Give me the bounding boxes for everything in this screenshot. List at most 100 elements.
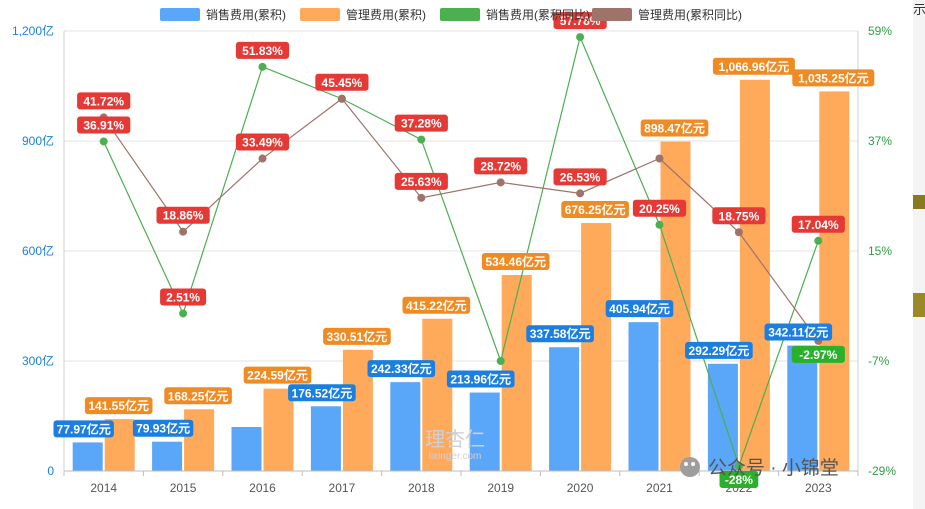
line-data-label-box bbox=[156, 206, 210, 224]
bar-data-label: 79.93亿元 bbox=[132, 419, 194, 437]
bar-data-label-box bbox=[367, 360, 436, 378]
legend-swatch bbox=[440, 8, 480, 21]
bar-data-label-box bbox=[685, 341, 753, 359]
line-data-label-text: 37.28% bbox=[401, 117, 442, 131]
bar-data-label-text: 77.97亿元 bbox=[57, 421, 111, 436]
series-point bbox=[496, 357, 505, 365]
bar-data-label-text: 1,066.96亿元 bbox=[719, 59, 790, 74]
bar-data-label-text: 415.22亿元 bbox=[406, 298, 467, 313]
x-axis-tick-label: 2014 bbox=[90, 481, 117, 495]
line-data-label-text: -2.97% bbox=[799, 348, 837, 362]
bar-data-label: 330.51亿元 bbox=[323, 327, 391, 345]
line-data-label: 28.72% bbox=[474, 157, 528, 175]
x-axis-tick-label: 2015 bbox=[170, 481, 197, 495]
line-data-label-text: 18.75% bbox=[719, 209, 760, 223]
bars bbox=[72, 79, 850, 472]
bar-data-label: 213.96亿元 bbox=[446, 370, 515, 388]
bar-data-label: 242.33亿元 bbox=[367, 360, 436, 378]
left-axis-tick-label: 0 bbox=[47, 464, 54, 478]
series-point bbox=[258, 62, 267, 71]
bar-data-label: 1,066.96亿元 bbox=[712, 57, 795, 75]
bar-data-label: 342.11亿元 bbox=[764, 323, 833, 341]
series-point bbox=[734, 228, 743, 237]
left-axis-tick-label: 600亿 bbox=[22, 243, 54, 258]
legend-item[interactable]: 销售费用(累积同比) bbox=[440, 7, 590, 22]
line-data-label-box bbox=[235, 41, 290, 59]
bar-data-label-box bbox=[764, 323, 833, 341]
bar-data-label-box bbox=[288, 384, 356, 402]
legend-item[interactable]: 管理费用(累积) bbox=[300, 7, 426, 22]
right-axis-tick-label: 37% bbox=[868, 134, 892, 148]
x-axis-tick-label: 2017 bbox=[329, 481, 356, 495]
bar bbox=[152, 441, 183, 471]
line-data-label-text: 57.78% bbox=[560, 14, 601, 28]
series-point bbox=[576, 189, 585, 198]
line-data-label-box bbox=[394, 114, 448, 132]
line-data-label-box bbox=[712, 207, 766, 225]
data-labels: 77.97亿元 79.93亿元 176.52亿元 242.33亿元 213.96亿元 33… bbox=[53, 12, 875, 488]
series-point bbox=[258, 154, 267, 163]
bar-data-label-box bbox=[53, 420, 114, 438]
watermark-sub: lixinger.com bbox=[429, 451, 482, 462]
legend[interactable]: 销售费用(累积) 管理费用(累积) 销售费用(累积同比) 管理费用(累积同比) bbox=[160, 7, 742, 22]
line-data-label: -2.97% bbox=[791, 345, 845, 363]
line-data-label: 20.25% bbox=[632, 199, 687, 217]
legend-label: 销售费用(累积) bbox=[206, 7, 286, 22]
line-data-label: -28% bbox=[719, 471, 759, 488]
bar bbox=[390, 382, 421, 471]
left-axis-tick-label: 900亿 bbox=[22, 133, 54, 148]
bar-data-label-box bbox=[561, 201, 629, 219]
line-data-label: 17.04% bbox=[791, 215, 845, 233]
wechat-icon bbox=[680, 457, 700, 477]
watermark-main: 理杏仁 bbox=[425, 428, 485, 451]
line-data-label-text: 36.91% bbox=[83, 118, 124, 132]
bar-data-label-text: 168.25亿元 bbox=[168, 388, 229, 403]
left-axis-tick-label: 1,200亿 bbox=[12, 23, 54, 38]
line-data-label: 37.28% bbox=[394, 114, 448, 132]
line-data-label-box bbox=[791, 345, 845, 363]
series-line bbox=[103, 97, 819, 342]
x-axis-tick-label: 2019 bbox=[487, 481, 514, 495]
series-point bbox=[179, 227, 188, 236]
bar-data-label: 168.25亿元 bbox=[164, 387, 232, 405]
bar-data-label-box bbox=[164, 387, 232, 405]
bar-data-label-text: 342.11亿元 bbox=[768, 325, 828, 340]
bar-data-label: 337.58亿元 bbox=[526, 325, 594, 343]
bar-data-label-text: 213.96亿元 bbox=[450, 372, 511, 387]
legend-swatch bbox=[592, 8, 632, 21]
legend-item[interactable]: 销售费用(累积) bbox=[160, 7, 286, 22]
x-axis-tick-label: 2016 bbox=[249, 481, 276, 495]
bar-data-label-text: 330.51亿元 bbox=[327, 329, 388, 344]
bar bbox=[739, 79, 770, 471]
bar-data-label-box bbox=[640, 119, 709, 137]
right-axis-tick-label: 15% bbox=[868, 244, 892, 258]
line-data-label-box bbox=[553, 168, 607, 186]
bar-data-label-text: 292.29亿元 bbox=[689, 343, 750, 358]
bar-data-label-text: 141.55亿元 bbox=[88, 398, 149, 413]
bar-data-label-box bbox=[605, 300, 674, 318]
bar-data-label-text: 224.59亿元 bbox=[247, 368, 308, 383]
right-axis-tick-label: -7% bbox=[868, 354, 890, 368]
line-data-label: 41.72% bbox=[77, 92, 131, 110]
bar-data-label-text: 676.25亿元 bbox=[565, 202, 626, 217]
bar bbox=[72, 442, 103, 471]
series-point bbox=[179, 309, 188, 318]
line-data-label-box bbox=[632, 199, 687, 217]
series-point bbox=[734, 462, 743, 470]
edge-text: 示例 bbox=[913, 2, 925, 17]
line-data-label-text: -28% bbox=[725, 473, 753, 487]
legend-label: 管理费用(累积同比) bbox=[638, 7, 742, 22]
line-data-label-box bbox=[719, 471, 759, 488]
bar-data-label-box bbox=[132, 419, 194, 437]
bar-data-label-text: 534.46亿元 bbox=[485, 254, 546, 269]
bar-data-label-box bbox=[712, 57, 795, 75]
overlay-text: 公众号 · 小锦堂 bbox=[708, 457, 839, 479]
axes: 0 300亿 600亿 900亿 1,200亿 -29% -7% 15% 37% 59% 2014 2… bbox=[12, 23, 896, 495]
bar bbox=[231, 427, 262, 471]
series-point bbox=[655, 154, 664, 163]
series-point bbox=[417, 193, 426, 202]
bar-data-label: 292.29亿元 bbox=[685, 341, 753, 359]
legend-item[interactable]: 管理费用(累积同比) bbox=[592, 7, 742, 22]
right-axis-tick-label: -29% bbox=[868, 464, 896, 478]
bar bbox=[549, 347, 580, 471]
